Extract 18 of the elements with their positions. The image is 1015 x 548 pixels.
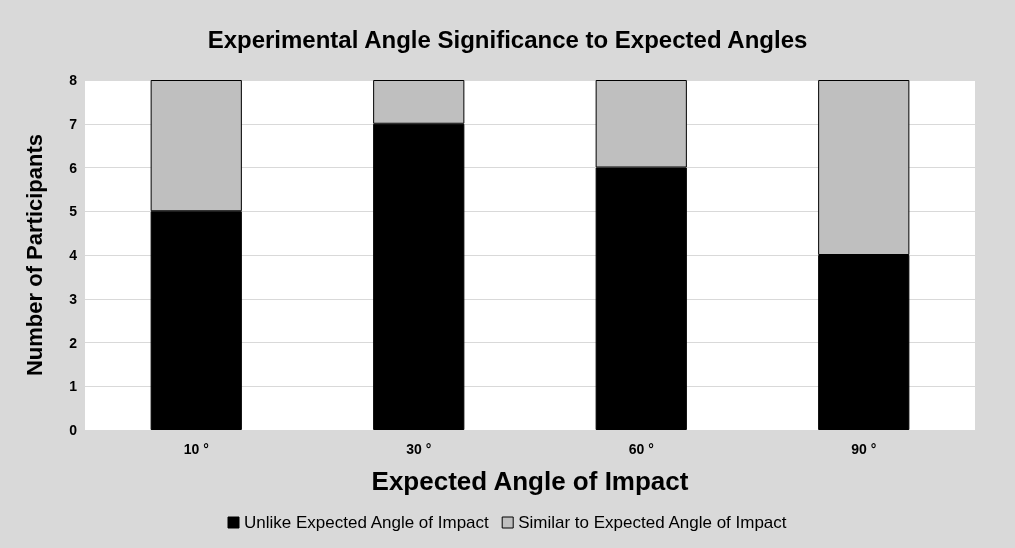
legend-label: Similar to Expected Angle of Impact: [518, 513, 787, 532]
y-tick-label: 6: [69, 159, 78, 176]
legend-label: Unlike Expected Angle of Impact: [244, 513, 490, 532]
x-tick-label: 60 °: [628, 441, 654, 457]
x-tick-label: 90 °: [851, 441, 877, 457]
x-axis-title: Expected Angle of Impact: [371, 466, 689, 496]
chart-title: Experimental Angle Significance to Expected Angles: [207, 25, 808, 53]
y-tick-label: 4: [69, 247, 78, 263]
y-tick-label: 1: [69, 378, 78, 395]
y-tick-label: 3: [69, 290, 78, 307]
y-tick-label: 7: [69, 115, 78, 132]
y-tick-label: 2: [69, 334, 78, 351]
y-tick-label: 5: [69, 203, 78, 220]
x-tick-label: 10 °: [183, 441, 209, 457]
y-tick-label: 8: [69, 72, 78, 88]
y-tick-label: 0: [69, 422, 78, 438]
x-tick-label: 30 °: [406, 441, 432, 457]
y-axis-title: Number of Participants: [21, 133, 47, 377]
